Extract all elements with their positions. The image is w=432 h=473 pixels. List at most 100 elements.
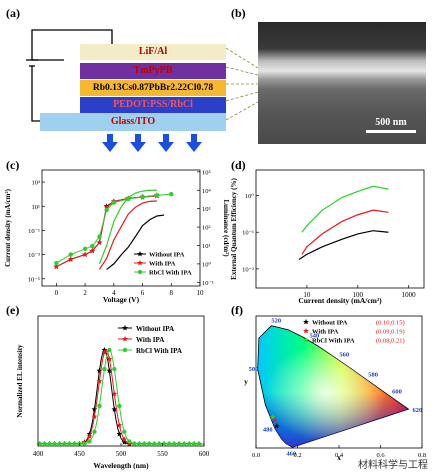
legend-label-f-0: Without IPA (312, 320, 348, 327)
y-axis-label-c-left: Current density (mA/cm²) (4, 188, 12, 266)
y-tick-label-d-2: 10⁰ (245, 193, 255, 200)
legend-marker-e-2 (122, 347, 128, 353)
point-el-2-558 (166, 441, 172, 447)
y-tick-label-c-left-4: 10³ (32, 180, 41, 187)
cie-point-2 (269, 414, 276, 420)
point-el-1-480 (101, 349, 108, 355)
y-tick-label-c-right-0: 10⁻¹ (202, 280, 214, 287)
point-el-2-546 (156, 441, 162, 447)
point-el-2-534 (147, 441, 152, 447)
point-el-2-462 (87, 439, 92, 444)
chart-cie: 520 540 560 580 600 620 500 480 460 0.0 0.2 0.4 0.6… (244, 315, 426, 462)
zoom-guide-lines (225, 47, 259, 121)
x-tick-label-c-3: 6 (141, 289, 145, 297)
legend-coords-f-2: (0.08,0.21) (376, 338, 405, 345)
point-el-1-486 (106, 356, 113, 362)
chart-jvl: 0 2 4 6 8 10 10⁻⁵ 10⁻³ 10⁻¹ 10¹ 10³ 10⁻¹ 10⁰ 10¹ 10² 10… (4, 169, 230, 304)
x-tick-label-c-5: 10 (197, 289, 205, 297)
y-tick-label-c-right-6: 10⁵ (202, 169, 211, 176)
y-axis-label-c-right: Luminance (cd/m²) (222, 199, 230, 257)
x-axis-label-d: Current density (mA/cm²) (298, 296, 382, 305)
point-el-1-504 (121, 436, 128, 442)
series-eqe-2 (301, 185, 389, 233)
point-current-2-0 (54, 260, 59, 266)
legend-label-c-0: Without IPA (149, 252, 185, 259)
y-tick-label-c-right-3: 10² (202, 225, 211, 232)
wavelength-label-580: 580 (368, 372, 378, 379)
legend-marker-e-1 (122, 336, 128, 342)
plot-frame-c (41, 169, 201, 287)
point-el-2-474 (97, 403, 102, 409)
y-axis-label-e: Normalized EL intensity (16, 344, 24, 418)
x-tick-label-c-0: 0 (55, 289, 59, 297)
panel-label-c: (c) (6, 158, 20, 172)
wavelength-label-620: 620 (413, 407, 423, 414)
panel-label-b: (b) (231, 6, 246, 20)
x-axis-label-e: Wavelength (nm) (93, 461, 149, 470)
scale-bar-label: 500 nm (375, 117, 407, 128)
point-current-1-2 (82, 251, 88, 257)
x-tick-label-e-4: 600 (199, 450, 210, 458)
x-tick-label-f-1: 0.2 (293, 452, 301, 459)
point-el-2-576 (181, 441, 187, 447)
legend-marker-e-0 (122, 325, 128, 331)
plot-frame-e (37, 315, 205, 447)
scale-bar (366, 130, 416, 133)
x-axis-label-f: x (337, 453, 341, 462)
device-wiring (26, 29, 113, 122)
point-el-0-468 (91, 406, 98, 412)
point-el-2-414 (47, 441, 52, 447)
legend-label-e-2: RbCl With IPA (136, 347, 182, 355)
x-tick-label-c-2: 4 (112, 289, 116, 297)
point-el-2-438 (67, 441, 72, 447)
y-axis-label-f: y (244, 377, 248, 386)
point-el-2-480 (102, 366, 107, 372)
sem-cross-section-image: 500 nm (258, 22, 426, 144)
legend-marker-c-1 (137, 260, 143, 266)
point-el-2-582 (186, 441, 192, 447)
y-tick-label-d-0: 10⁻² (242, 266, 254, 273)
x-tick-label-e-2: 500 (116, 450, 127, 458)
panel-label-f: (f) (231, 303, 243, 317)
point-el-2-516 (132, 441, 137, 446)
cie-point-1 (271, 417, 278, 423)
legend-marker-c-2 (137, 269, 143, 275)
x-tick-label-f-2: 0.4 (335, 452, 344, 459)
legend-label-c-1: With IPA (149, 261, 176, 268)
layer-perovskite: Rb0.13Cs0.87PbBr2.22Cl0.78 (80, 80, 226, 96)
emission-arrow-1 (102, 134, 118, 152)
x-tick-label-e-0: 400 (33, 450, 44, 458)
point-el-2-522 (137, 441, 142, 447)
wavelength-label-600: 600 (392, 388, 402, 395)
x-tick-label-f-3: 0.6 (376, 452, 385, 459)
y-axis-label-d: External Quantum Efficiency (%) (230, 177, 238, 279)
point-el-0-486 (106, 367, 113, 374)
point-current-1-1 (67, 256, 74, 262)
point-el-2-528 (142, 441, 147, 447)
cie-gamut-white-center (257, 325, 409, 448)
legend-label-f-1: With IPA (312, 329, 339, 336)
x-tick-label-d-2: 1000 (402, 291, 417, 299)
point-el-2-420 (52, 441, 57, 447)
point-el-1-468 (91, 413, 98, 419)
emission-arrow-4 (186, 134, 202, 152)
panel-label-a: (a) (6, 6, 20, 20)
chart-el-spectra: 400 450 500 550 600 Wavelength (nm) Normaliz… (16, 315, 210, 470)
point-el-2-426 (57, 441, 62, 447)
layer-pedot-pss-rbcl: PEDOT:PSS/RbCl (80, 97, 226, 113)
point-el-1-498 (116, 422, 123, 428)
emission-arrow-2 (130, 134, 146, 152)
point-current-2-6 (111, 200, 117, 205)
point-el-2-498 (117, 403, 122, 409)
layer-tmpypb: TmPyPB (80, 63, 226, 79)
wavelength-label-560: 560 (339, 351, 349, 358)
panel-label-e: (e) (6, 303, 20, 317)
legend-coords-f-1: (0.09,0.19) (376, 329, 405, 336)
y-tick-label-c-left-3: 10¹ (32, 204, 41, 211)
point-current-1-3 (89, 247, 96, 254)
wavelength-label-480: 480 (263, 426, 273, 433)
point-el-0-498 (116, 431, 123, 437)
point-current-2-2 (82, 246, 88, 252)
point-el-2-486 (107, 347, 112, 353)
point-el-0-492 (111, 406, 118, 412)
